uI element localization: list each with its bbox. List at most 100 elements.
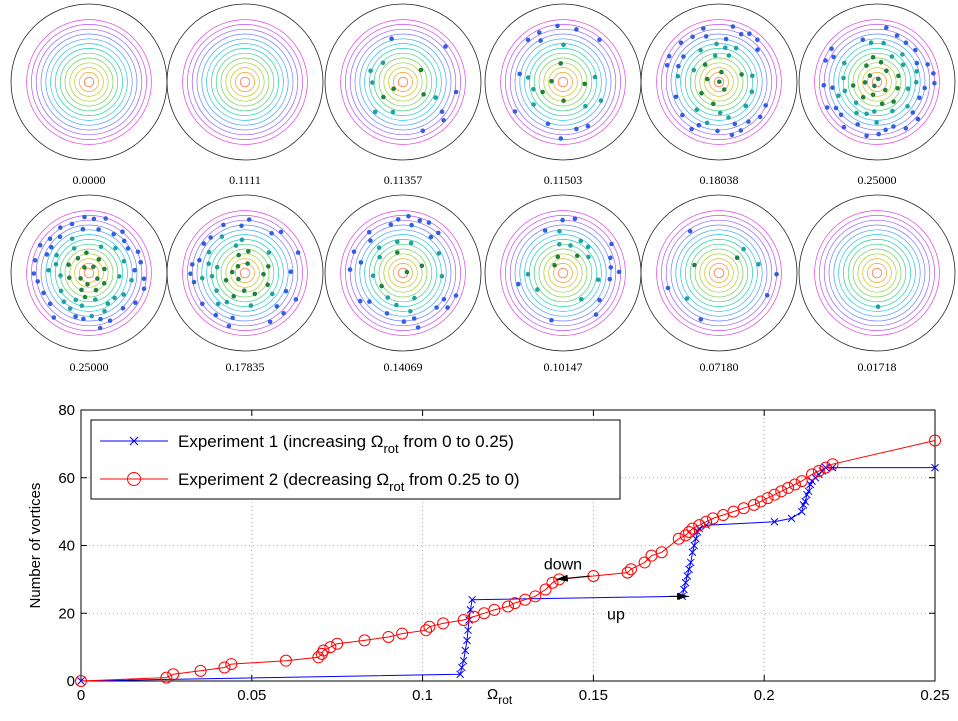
vortex-dot: [714, 41, 719, 47]
vortex-dot: [266, 250, 272, 255]
vortex-dot: [549, 78, 554, 84]
vortex-dot: [862, 80, 868, 85]
snapshot-omega-label: 0.0000: [73, 173, 106, 187]
vortex-dot: [224, 299, 230, 305]
data-point: [457, 614, 470, 627]
data-point: [806, 468, 819, 481]
vortex-dot: [95, 276, 100, 281]
vortex-dot: [73, 314, 78, 319]
vortex-dot: [676, 63, 681, 69]
vortex-dot: [838, 112, 844, 118]
x-tick-label: 0.05: [237, 687, 266, 704]
vortex-dot: [269, 231, 274, 236]
vortex-dot: [914, 69, 919, 74]
vortex-dot: [239, 223, 244, 229]
data-point: [685, 565, 693, 574]
vortex-dot: [616, 269, 622, 275]
vortex-dot: [555, 254, 561, 259]
x-tick-label: 0.15: [579, 687, 608, 704]
vortex-dot: [368, 238, 373, 243]
data-point: [331, 637, 344, 650]
density-contour: [656, 19, 782, 145]
domain-circle: [798, 194, 956, 352]
vortex-dot: [673, 94, 679, 100]
vortex-dot: [913, 47, 918, 53]
snapshot-omega-label: 0.10147: [544, 360, 583, 374]
snapshot-panel: 0.14069: [324, 194, 482, 374]
vortex-dot: [516, 281, 521, 287]
snapshot-panel: 0.0000: [10, 3, 168, 187]
vortex-dot: [415, 325, 421, 330]
density-contour: [867, 72, 887, 92]
vortex-dot: [75, 255, 81, 261]
vortex-dot: [47, 236, 53, 241]
density-contour: [373, 243, 433, 303]
vortex-dot: [884, 25, 889, 31]
legend-entry-2: Experiment 2 (decreasing Ωrot from 0.25 …: [100, 470, 520, 494]
data-point: [382, 630, 395, 643]
vortex-dot: [755, 37, 760, 42]
density-contour: [182, 210, 308, 336]
snapshot-panel: 0.01718: [798, 194, 956, 374]
density-contour: [665, 28, 773, 136]
data-point: [686, 522, 699, 535]
density-contour: [64, 248, 114, 298]
density-contour: [393, 72, 413, 92]
vortex-dot: [141, 286, 147, 292]
vortex-dot: [836, 93, 841, 98]
density-contour: [843, 48, 911, 116]
vortex-dot: [592, 74, 598, 80]
y-tick-label: 80: [58, 402, 75, 419]
vortex-dot: [881, 40, 886, 46]
density-contour: [709, 263, 729, 283]
vortex-dot: [281, 311, 286, 316]
legend-label-part: from 0.25 to 0): [404, 470, 519, 489]
vortex-dot: [79, 287, 84, 293]
vortex-dot: [874, 120, 879, 125]
density-contour: [211, 239, 279, 307]
density-contour: [83, 76, 95, 88]
vortex-dot: [385, 295, 391, 300]
vortex-dot: [231, 293, 236, 299]
vortex-dot: [694, 107, 700, 112]
density-contour: [225, 62, 265, 102]
vortex-dot: [555, 23, 560, 29]
vortex-dot: [390, 109, 396, 115]
vortex-dot: [214, 264, 220, 270]
density-contour: [345, 24, 461, 140]
data-point: [218, 661, 231, 674]
vortex-dot: [558, 136, 564, 141]
vortex-dot: [747, 31, 752, 36]
data-point: [420, 624, 433, 637]
data-point: [546, 576, 559, 589]
data-point: [437, 617, 450, 630]
density-contour: [519, 229, 607, 317]
vortex-dot: [261, 271, 266, 277]
data-point: [812, 464, 825, 477]
vortex-dot: [572, 216, 578, 222]
density-contour: [680, 43, 758, 121]
vortex-dot: [69, 221, 75, 227]
density-contour: [699, 253, 739, 293]
vortex-dot: [910, 110, 916, 115]
vortex-dot: [732, 121, 738, 127]
vortex-dot: [97, 325, 103, 331]
vortex-dot: [206, 261, 211, 267]
vortex-dot: [436, 230, 441, 236]
vortex-dot: [903, 40, 909, 45]
vortex-dot: [552, 262, 557, 268]
vortex-dot: [831, 54, 836, 60]
vortex-dot: [35, 279, 40, 284]
vortex-dot: [418, 67, 424, 73]
density-contour: [862, 258, 892, 288]
vortex-dot: [932, 80, 937, 86]
density-contour: [59, 52, 119, 112]
vortex-dot: [841, 124, 847, 130]
vortex-dot: [666, 54, 672, 59]
legend: Experiment 1 (increasing Ωrot from 0 to …: [90, 419, 621, 500]
data-point: [638, 556, 651, 569]
vortex-dot: [900, 52, 905, 57]
snapshot-omega-label: 0.25000: [70, 360, 109, 374]
vortex-dot: [757, 114, 763, 120]
vortex-dot: [854, 110, 859, 116]
